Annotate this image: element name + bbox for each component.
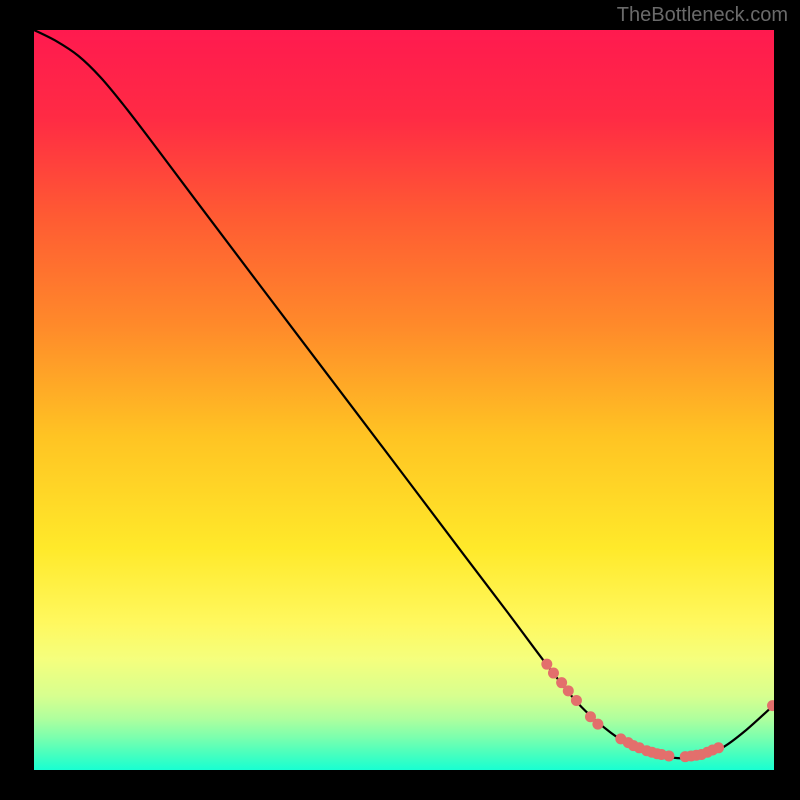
data-marker	[592, 719, 603, 730]
watermark-text: TheBottleneck.com	[617, 4, 788, 27]
data-marker	[663, 750, 674, 761]
chart-svg	[34, 30, 774, 770]
chart-plot-area	[34, 30, 774, 770]
data-marker	[563, 685, 574, 696]
data-marker	[713, 742, 724, 753]
chart-background	[34, 30, 774, 770]
data-marker	[548, 668, 559, 679]
data-marker	[571, 695, 582, 706]
data-marker	[541, 659, 552, 670]
